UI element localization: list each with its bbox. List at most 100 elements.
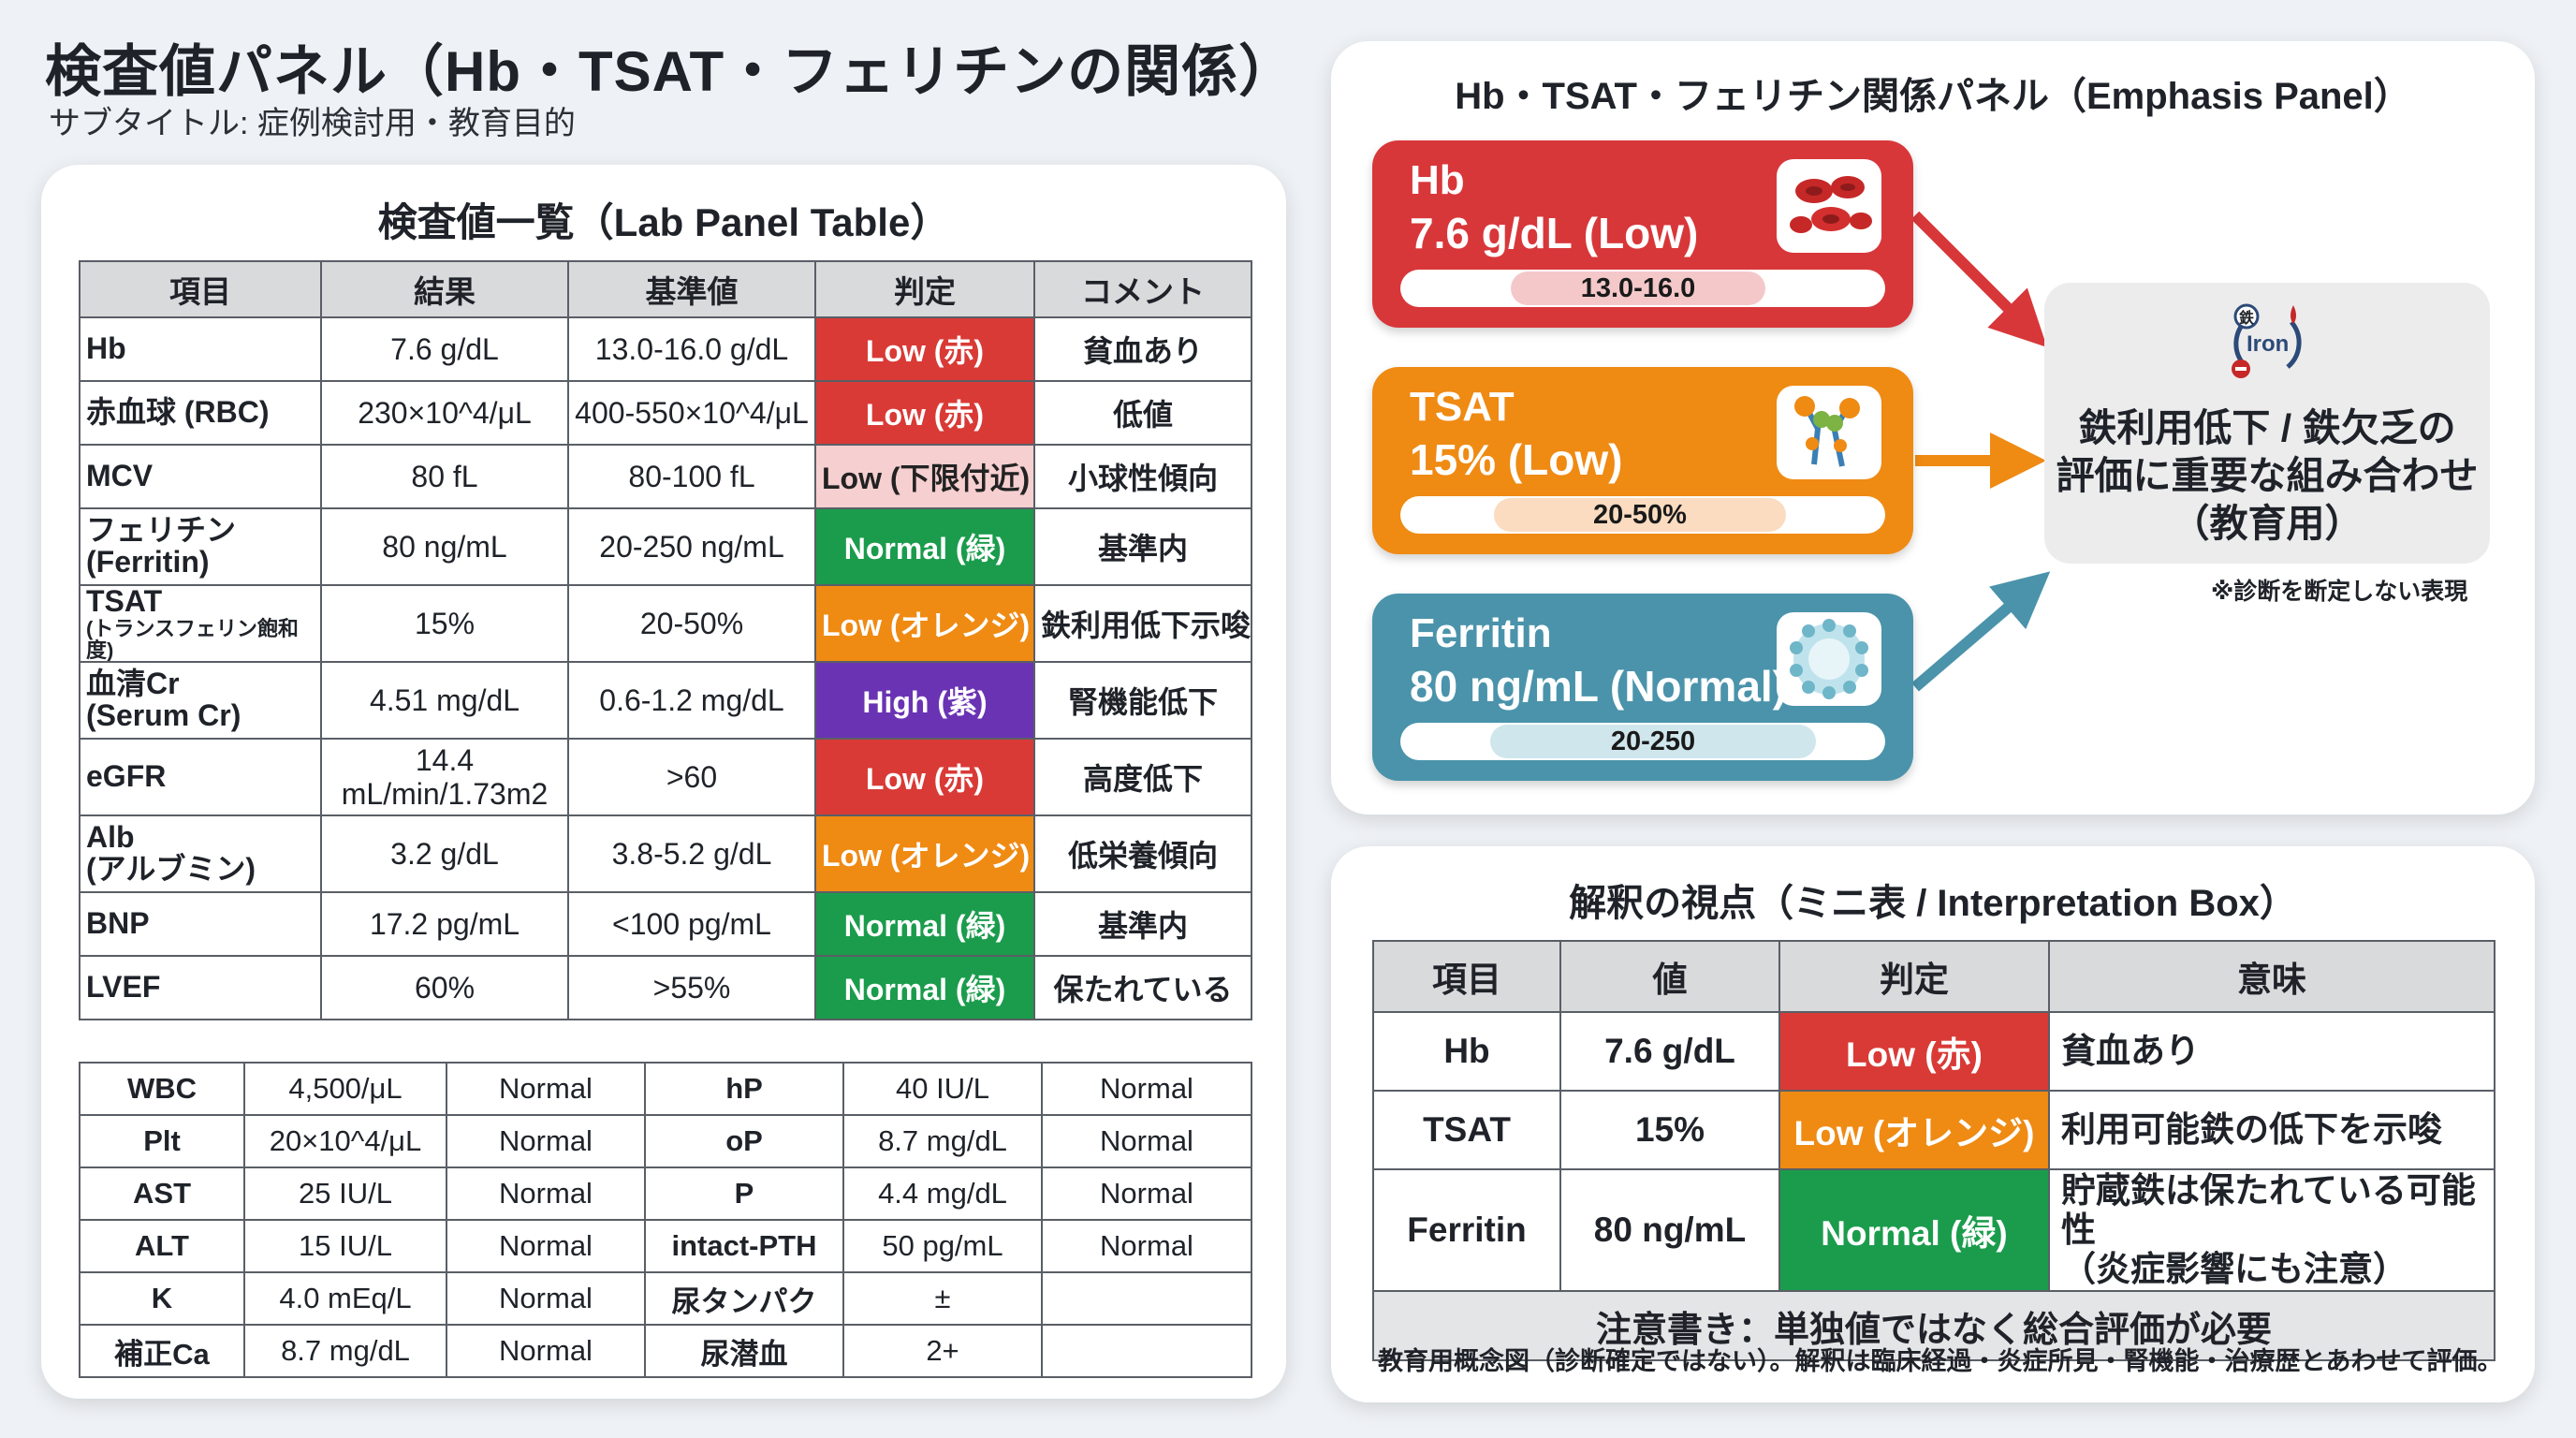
interp-value: 7.6 g/dL xyxy=(1559,1011,1780,1092)
lab-comment: 低値 xyxy=(1033,380,1252,446)
lab-reference: 80-100 fL xyxy=(567,444,816,509)
misc-label: WBC xyxy=(79,1062,245,1116)
lab-comment: 基準内 xyxy=(1033,507,1252,586)
iron-badge: 鉄 xyxy=(2239,311,2255,327)
table-row: 血清Cr (Serum Cr) 4.51 mg/dL 0.6-1.2 mg/dL… xyxy=(79,661,1252,740)
lab-item-sub: (Serum Cr) xyxy=(86,698,242,732)
column-header: 判定 xyxy=(814,260,1035,318)
tsat-range-track: 20-50% xyxy=(1400,496,1885,534)
misc-value: 25 IU/L xyxy=(243,1167,447,1221)
misc-status: Normal xyxy=(1041,1219,1252,1273)
table-row: WBC 4,500/μL Normal hP 40 IU/L Normal xyxy=(79,1062,1252,1116)
ferritin-name: Ferritin xyxy=(1410,610,1552,656)
lab-result: 14.4 mL/min/1.73m2 xyxy=(320,738,569,816)
lab-item-name: Alb xyxy=(86,820,135,855)
column-header: 値 xyxy=(1559,940,1780,1013)
hb-range-pill: 13.0-16.0 xyxy=(1511,271,1765,305)
ferritin-value: 80 ng/mL (Normal) xyxy=(1410,662,1787,711)
ferritin-range-pill: 20-250 xyxy=(1490,725,1816,758)
hb-name: Hb xyxy=(1410,157,1465,203)
lab-item: BNP xyxy=(79,891,322,957)
misc-status xyxy=(1041,1324,1252,1378)
lab-item-name: LVEF xyxy=(86,970,161,1005)
table-row: Hb 7.6 g/dL 13.0-16.0 g/dL Low (赤) 貧血あり xyxy=(79,316,1252,382)
lab-panel-table: 項目 結果 基準値 判定 コメント Hb 7.6 g/dL 13.0-16.0 … xyxy=(79,260,1252,1020)
misc-status: Normal xyxy=(1041,1114,1252,1168)
lab-item: Hb xyxy=(79,316,322,382)
lab-item-name: フェリチン xyxy=(86,513,237,548)
lab-result: 7.6 g/dL xyxy=(320,316,569,382)
summary-box: 鉄 Iron 鉄利用低下 / 鉄欠乏の 評価に重要な組み合わせ （教育用） xyxy=(2044,283,2490,564)
misc-label: AST xyxy=(79,1167,245,1221)
lab-reference: 400-550×10^4/μL xyxy=(567,380,816,446)
misc-label: 補正Ca xyxy=(79,1324,245,1378)
lab-item-sub: (Ferritin) xyxy=(86,545,210,579)
interpretation-table: 項目 値 判定 意味 Hb 7.6 g/dL Low (赤) 貧血あり TSAT… xyxy=(1372,940,2496,1361)
tsat-value: 15% (Low) xyxy=(1410,435,1623,484)
lab-item-name: BNP xyxy=(86,906,150,941)
lab-judgement: Low (赤) xyxy=(814,316,1035,382)
misc-label: intact-PTH xyxy=(644,1219,844,1273)
ferritin-emphasis-box: Ferritin 80 ng/mL (Normal) 20-250 xyxy=(1372,594,1913,781)
table-row: フェリチン (Ferritin) 80 ng/mL 20-250 ng/mL N… xyxy=(79,507,1252,586)
misc-label: 尿タンパク xyxy=(644,1271,844,1326)
lab-item: フェリチン (Ferritin) xyxy=(79,507,322,586)
lab-item: LVEF xyxy=(79,955,322,1020)
iron-label: Iron xyxy=(2247,331,2290,357)
lab-result: 4.51 mg/dL xyxy=(320,661,569,740)
lab-item-name: 血清Cr xyxy=(86,667,180,701)
caution-text: 注意書き：単独値ではなく総合評価が必要 xyxy=(1372,1290,2496,1361)
table-row: Hb 7.6 g/dL Low (赤) 貧血あり xyxy=(1372,1011,2496,1092)
lab-item: 赤血球 (RBC) xyxy=(79,380,322,446)
column-header: 項目 xyxy=(1372,940,1561,1013)
lab-result: 80 fL xyxy=(320,444,569,509)
interp-meaning-line: 貯蔵鉄は保たれている可能性 xyxy=(2061,1171,2476,1249)
ferritin-arrow xyxy=(1911,571,2051,692)
lab-comment: 小球性傾向 xyxy=(1033,444,1252,509)
footnote: 教育用概念図（診断確定ではない）。解釈は臨床経過・炎症所見・腎機能・治療歴とあわ… xyxy=(1378,1347,2503,1375)
column-header: 判定 xyxy=(1778,940,2050,1013)
interp-item: Hb xyxy=(1372,1011,1561,1092)
misc-label: P xyxy=(644,1167,844,1221)
red-blood-cells-icon xyxy=(1777,159,1881,253)
lab-item: eGFR xyxy=(79,738,322,816)
misc-value: ± xyxy=(842,1271,1043,1326)
tsat-emphasis-box: TSAT 15% (Low) 20-50% xyxy=(1372,367,1913,554)
misc-status: Normal xyxy=(1041,1167,1252,1221)
misc-label: oP xyxy=(644,1114,844,1168)
lab-item-name: 赤血球 (RBC) xyxy=(86,395,270,430)
interp-judgement: Low (赤) xyxy=(1778,1011,2050,1092)
tsat-range-pill: 20-50% xyxy=(1494,498,1786,532)
column-header: 項目 xyxy=(79,260,322,318)
lab-reference: 13.0-16.0 g/dL xyxy=(567,316,816,382)
lab-item-name: eGFR xyxy=(86,759,167,794)
transferrin-receptor-icon xyxy=(1777,386,1881,479)
lab-panel-title: 検査値一覧（Lab Panel Table） xyxy=(377,200,950,244)
hb-value: 7.6 g/dL (Low) xyxy=(1410,209,1699,257)
interp-meaning: 貯蔵鉄は保たれている可能性 （炎症影響にも注意） xyxy=(2048,1168,2496,1292)
table-row: Plt 20×10^4/μL Normal oP 8.7 mg/dL Norma… xyxy=(79,1114,1252,1168)
interp-value: 15% xyxy=(1559,1090,1780,1170)
lab-judgement: Low (下限付近) xyxy=(814,444,1035,509)
misc-value: 4,500/μL xyxy=(243,1062,447,1116)
lab-comment: 貧血あり xyxy=(1033,316,1252,382)
misc-status: Normal xyxy=(446,1114,646,1168)
tsat-name: TSAT xyxy=(1410,384,1515,430)
lab-reference: >60 xyxy=(567,738,816,816)
lab-item: 血清Cr (Serum Cr) xyxy=(79,661,322,740)
table-row: K 4.0 mEq/L Normal 尿タンパク ± xyxy=(79,1271,1252,1326)
table-row: eGFR 14.4 mL/min/1.73m2 >60 Low (赤) 高度低下 xyxy=(79,738,1252,816)
interp-meaning-line: 貧血あり xyxy=(2061,1032,2200,1070)
table-row: BNP 17.2 pg/mL <100 pg/mL Normal (緑) 基準内 xyxy=(79,891,1252,957)
hb-range-track: 13.0-16.0 xyxy=(1400,270,1885,307)
lab-judgement: Low (赤) xyxy=(814,380,1035,446)
lab-result: 80 ng/mL xyxy=(320,507,569,586)
lab-item: Alb (アルブミン) xyxy=(79,814,322,893)
summary-line: 評価に重要な組み合わせ xyxy=(2056,454,2479,497)
column-header: 意味 xyxy=(2048,940,2496,1013)
misc-value: 15 IU/L xyxy=(243,1219,447,1273)
table-row: AST 25 IU/L Normal P 4.4 mg/dL Normal xyxy=(79,1167,1252,1221)
lab-judgement: High (紫) xyxy=(814,661,1035,740)
table-row: 赤血球 (RBC) 230×10^4/μL 400-550×10^4/μL Lo… xyxy=(79,380,1252,446)
lab-item-name: TSAT xyxy=(86,585,163,619)
